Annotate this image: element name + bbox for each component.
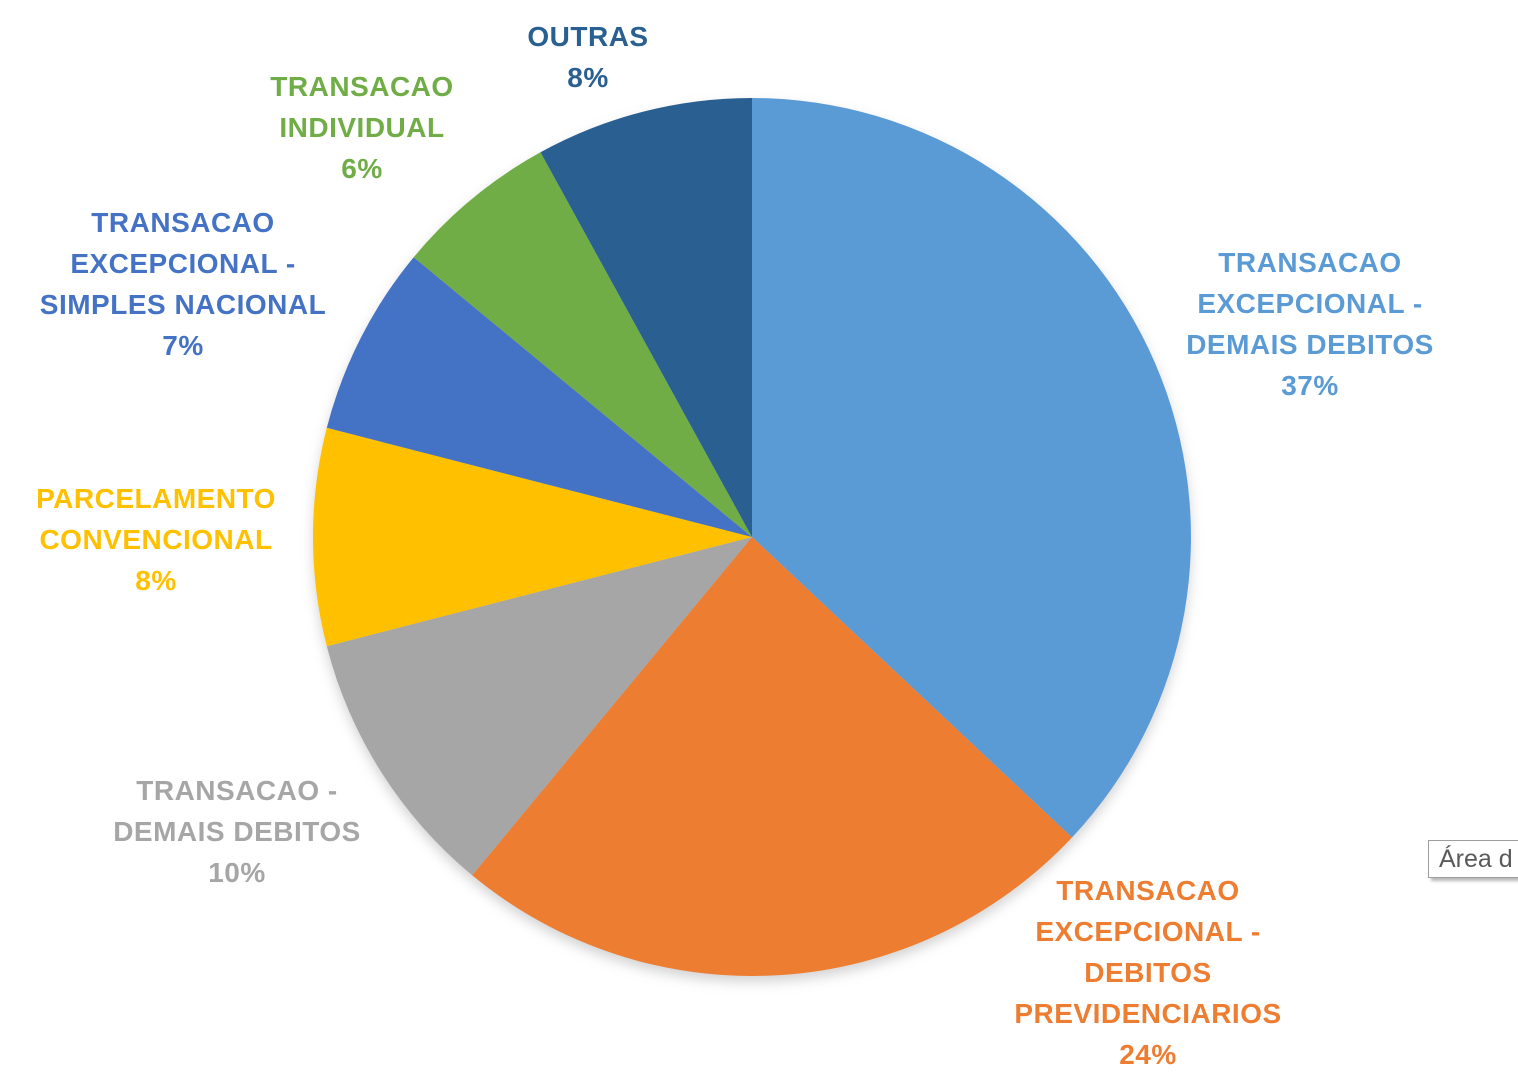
pie-label-line: 8% (567, 62, 609, 93)
pie-label-line: TRANSACAO (1056, 875, 1240, 906)
pie-slice-2[interactable] (472, 537, 1072, 976)
pie-label-line: DEBITOS (1084, 957, 1212, 988)
pie-slice-3[interactable] (326, 537, 752, 876)
pie-slice-1[interactable] (752, 98, 1191, 838)
pie-label-line: TRANSACAO - (136, 775, 338, 806)
pie-label-transacao-excepcional-demais-debitos: TRANSACAO EXCEPCIONAL - DEMAIS DEBITOS 37% (1130, 242, 1490, 406)
pie-label-line: TRANSACAO (91, 207, 275, 238)
pie-label-transacao-demais-debitos: TRANSACAO - DEMAIS DEBITOS 10% (77, 770, 397, 893)
pie-label-line: OUTRAS (527, 21, 649, 52)
pie-slice-5[interactable] (326, 257, 752, 537)
pie-slice-6[interactable] (413, 152, 752, 538)
pie-label-line: 6% (341, 153, 383, 184)
pie-slice-7[interactable] (540, 98, 753, 537)
pie-label-line: 10% (208, 857, 266, 888)
pie-label-line: 7% (162, 330, 204, 361)
pie-slice-4[interactable] (313, 427, 752, 647)
pie-label-line: TRANSACAO (270, 71, 454, 102)
pie-label-transacao-individual: TRANSACAO INDIVIDUAL 6% (212, 66, 512, 189)
pie-label-line: DEMAIS DEBITOS (1186, 329, 1434, 360)
pie-label-line: PREVIDENCIARIOS (1014, 998, 1282, 1029)
pie-label-line: 8% (135, 565, 177, 596)
pie-label-line: EXCEPCIONAL - (1197, 288, 1423, 319)
pie-label-line: SIMPLES NACIONAL (39, 289, 327, 320)
pie-label-parcelamento-convencional: PARCELAMENTO CONVENCIONAL 8% (0, 478, 312, 601)
pie-label-line: EXCEPCIONAL - (1035, 916, 1261, 947)
pie-label-line: EXCEPCIONAL - (70, 248, 296, 279)
chart-area-tooltip: Área d (1428, 840, 1518, 878)
pie-label-line: DEMAIS DEBITOS (113, 816, 361, 847)
pie-label-line: 37% (1281, 370, 1339, 401)
pie-label-line: TRANSACAO (1218, 247, 1402, 278)
pie-label-transacao-excepcional-debitos-previdenciarios: TRANSACAO EXCEPCIONAL - DEBITOS PREVIDENCIA… (958, 870, 1338, 1075)
pie-label-line: INDIVIDUAL (279, 112, 445, 143)
pie-label-line: CONVENCIONAL (39, 524, 273, 555)
pie-label-outras: OUTRAS 8% (478, 16, 698, 98)
pie-label-transacao-excepcional-simples-nacional: TRANSACAO EXCEPCIONAL - SIMPLES NACIONAL 7% (0, 202, 366, 366)
pie-label-line: 24% (1119, 1039, 1177, 1070)
pie-label-line: PARCELAMENTO (36, 483, 276, 514)
chart-area-tooltip-text: Área d (1439, 845, 1513, 873)
